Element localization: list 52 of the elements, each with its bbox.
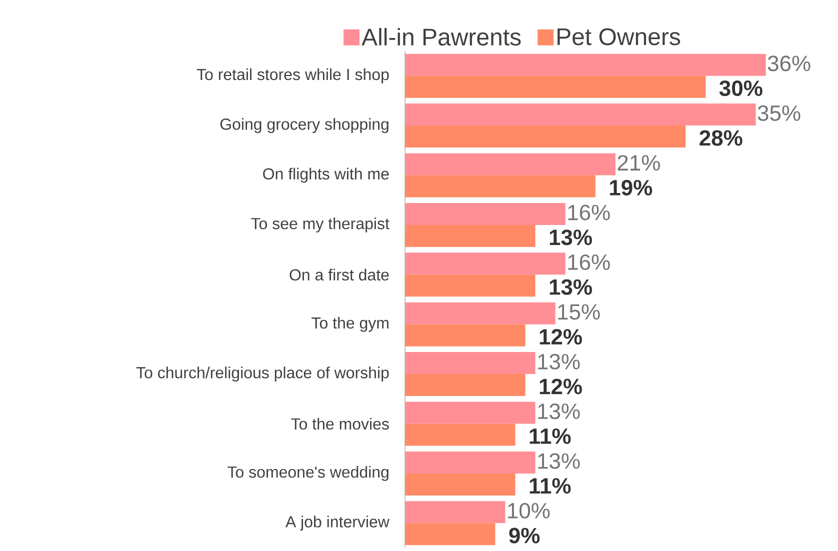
data-label: 16% <box>568 204 610 220</box>
data-label: 13% <box>538 453 580 469</box>
data-label: 15% <box>558 304 600 320</box>
bar <box>405 374 526 396</box>
legend-label: Pet Owners <box>558 28 680 46</box>
y-tick-label: To the gym <box>312 316 388 332</box>
bar <box>405 274 536 297</box>
y-tick-label: To retail stores while I shop <box>196 68 389 84</box>
bar <box>405 202 566 225</box>
data-label: 11% <box>530 478 571 494</box>
y-tick-label: Going grocery shopping <box>220 118 388 134</box>
data-label: 13% <box>550 279 592 295</box>
data-label: 21% <box>618 155 660 171</box>
bar <box>405 76 706 98</box>
data-label: 10% <box>508 502 550 519</box>
bar <box>405 104 756 126</box>
data-label: 11% <box>530 428 571 444</box>
bar <box>405 175 596 198</box>
data-label: 36% <box>768 56 810 72</box>
bar <box>405 501 506 524</box>
data-label: 13% <box>538 404 580 420</box>
data-label: 19% <box>610 180 652 196</box>
data-label: 12% <box>540 329 582 345</box>
bar <box>405 324 526 346</box>
data-label: 35% <box>758 105 800 121</box>
data-label: 16% <box>568 254 610 270</box>
bar <box>405 224 536 247</box>
bar <box>405 54 766 76</box>
y-tick-label: To see my therapist <box>251 218 390 232</box>
bar <box>405 126 686 148</box>
y-tick-label: To church/religious place of worship <box>136 366 389 382</box>
y-tick-label: A job interview <box>285 516 390 531</box>
y-tick-label: To the movies <box>291 418 389 430</box>
legend-label: All-in Pawrents <box>362 28 521 46</box>
bar <box>405 451 536 474</box>
bar <box>405 352 536 374</box>
data-label: 12% <box>540 378 582 394</box>
y-tick-label: To someone's wedding <box>228 466 388 481</box>
data-label: 28% <box>700 130 742 146</box>
bar <box>405 402 536 424</box>
bar <box>405 252 566 275</box>
data-label: 13% <box>538 354 580 370</box>
bar <box>405 473 516 496</box>
bar <box>405 523 496 546</box>
data-label: 13% <box>550 230 592 246</box>
data-label: 9% <box>509 528 540 544</box>
y-tick-label: On a first date <box>290 268 389 281</box>
bar <box>405 302 556 324</box>
y-tick-label: On flights with me <box>263 168 389 183</box>
bar <box>405 153 616 176</box>
bar <box>405 424 516 446</box>
data-label: 30% <box>719 80 762 96</box>
